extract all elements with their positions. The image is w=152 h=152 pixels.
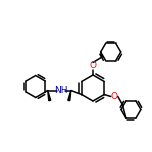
Polygon shape (48, 90, 51, 101)
Text: O: O (111, 92, 118, 101)
Text: O: O (90, 62, 97, 71)
Text: NH: NH (54, 86, 67, 95)
Polygon shape (68, 90, 71, 101)
